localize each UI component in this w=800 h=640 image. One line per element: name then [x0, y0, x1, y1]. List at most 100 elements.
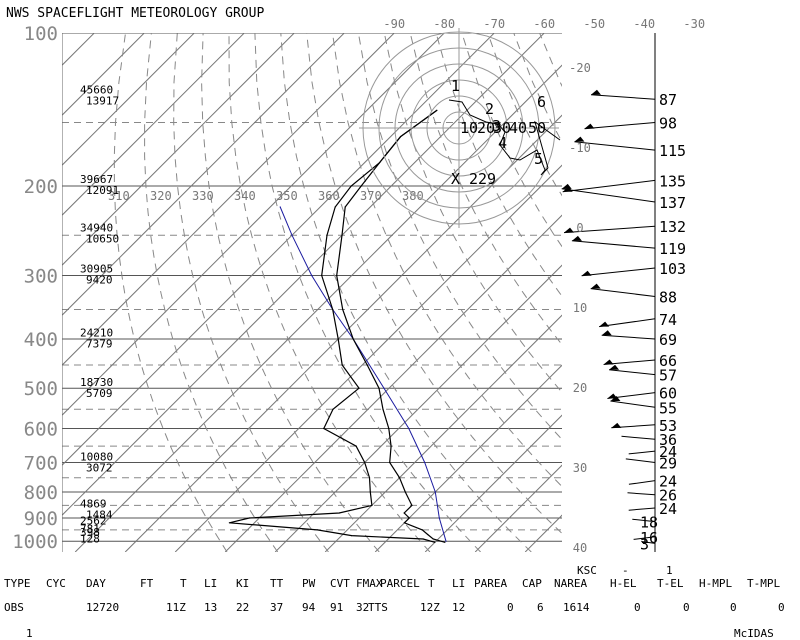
isotherm-line	[62, 33, 345, 316]
table-value: TTS	[368, 601, 388, 614]
theta-label: 370	[360, 189, 382, 203]
dewpoint-line-point	[334, 206, 336, 208]
theta-label: 310	[108, 189, 130, 203]
wind-pennant	[610, 395, 621, 401]
height-label-ft: 34940	[80, 222, 113, 235]
hodo-label: 1	[451, 77, 460, 95]
dry-adiabat	[513, 33, 562, 143]
right-axis-tick: 10	[573, 301, 587, 315]
table-header: NAREA	[554, 577, 587, 590]
temperature-line-point	[398, 477, 401, 479]
temperature-tick: -60	[533, 17, 555, 31]
wind-pennant	[581, 270, 592, 276]
table-header: LI	[204, 577, 217, 590]
theta-label: 380	[402, 189, 424, 203]
wind-speed-label: 53	[659, 417, 677, 435]
dry-adiabat	[566, 33, 800, 552]
temperature-line-point	[342, 308, 344, 311]
height-label-ft: 30905	[80, 262, 113, 275]
dewpoint-line-point	[248, 517, 250, 519]
temperature-line-point	[378, 387, 380, 389]
table-value: 12	[452, 601, 465, 614]
right-axis-tick: -20	[569, 61, 591, 75]
table-header: PARCEL	[380, 577, 420, 590]
pressure-tick: 600	[24, 418, 58, 440]
table-value: 94	[302, 601, 316, 614]
wind-barb	[574, 141, 656, 151]
right-axis-tick: -10	[569, 141, 591, 155]
isotherm-line	[274, 264, 562, 552]
wind-barb	[633, 536, 656, 540]
temperature-line-point	[421, 529, 423, 531]
temperature-line-point	[366, 364, 368, 366]
theta-label: 360	[318, 189, 340, 203]
isotherm-line	[62, 33, 445, 416]
pressure-tick: 500	[24, 378, 58, 400]
wind-speed-label: 137	[659, 194, 686, 212]
dry-adiabat	[113, 33, 228, 552]
chart-grid	[62, 33, 800, 552]
wind-barb	[562, 179, 656, 193]
wind-speed-label: 60	[659, 385, 677, 403]
parcel-line-point	[438, 517, 440, 519]
hodo-label: 30	[493, 119, 511, 137]
temperature-tick: -40	[633, 17, 655, 31]
temperature-line-point	[444, 541, 446, 543]
table-header: CVT	[330, 577, 350, 590]
wind-pennant	[590, 89, 601, 95]
parcel-line-point	[279, 206, 281, 208]
dewpoint-line-point	[228, 522, 230, 524]
wind-speed-label: 24	[659, 500, 677, 518]
table-value: 37	[270, 601, 283, 614]
wind-speed-label: 88	[659, 289, 677, 307]
temperature-line-point	[341, 234, 343, 236]
station-dash: -	[622, 564, 629, 577]
dewpoint-line-point	[364, 461, 366, 464]
dry-adiabat	[144, 33, 279, 552]
dry-adiabat	[461, 33, 562, 248]
temperature-line-point	[403, 512, 405, 514]
height-label-ft: 2562	[80, 515, 107, 528]
temperature-line-point	[344, 206, 346, 208]
height-label-m: 10650	[86, 233, 119, 246]
dewpoint-line-point	[332, 308, 334, 311]
temperature-line-point	[388, 427, 390, 430]
table-value: 0	[778, 601, 785, 614]
dry-adiabat	[201, 33, 380, 552]
dewpoint-line-point	[434, 541, 436, 543]
parcel-line-point	[408, 427, 410, 430]
wind-pennant	[574, 136, 585, 142]
table-header: T-MPL	[747, 577, 780, 590]
wind-speed-label: 57	[659, 367, 677, 385]
wind-barb	[599, 318, 656, 328]
wind-pennant	[611, 422, 622, 428]
hodo-mark: X	[451, 170, 460, 188]
dewpoint-line-point	[351, 535, 353, 537]
temperature-line-point	[411, 504, 413, 506]
table-header: T	[180, 577, 187, 590]
hodo-label: 4	[498, 134, 507, 152]
table-header: DAY	[86, 577, 106, 590]
height-label-m: 12091	[86, 184, 119, 197]
hodo-label: 10	[460, 119, 478, 137]
dry-adiabat	[435, 33, 562, 297]
wind-barb	[628, 450, 656, 455]
height-label-ft: 398	[80, 526, 100, 539]
height-label-m: 9420	[86, 273, 113, 286]
wind-pennant	[590, 283, 601, 289]
wind-speed-label: 3	[640, 535, 649, 553]
parcel-line-point	[445, 540, 447, 542]
hodo-label: 50	[528, 119, 546, 137]
table-value: 0	[730, 601, 737, 614]
wind-barb	[590, 94, 656, 100]
hodo-label: 40	[509, 119, 527, 137]
hodo-trace	[448, 99, 549, 176]
wind-barb	[609, 369, 656, 376]
table-value: 0	[507, 601, 514, 614]
wind-barb	[628, 480, 656, 485]
height-label-ft: 10080	[80, 451, 113, 464]
temperature-tick: -90	[383, 17, 405, 31]
wind-barb	[621, 435, 656, 440]
wind-speed-label: 119	[659, 240, 686, 258]
